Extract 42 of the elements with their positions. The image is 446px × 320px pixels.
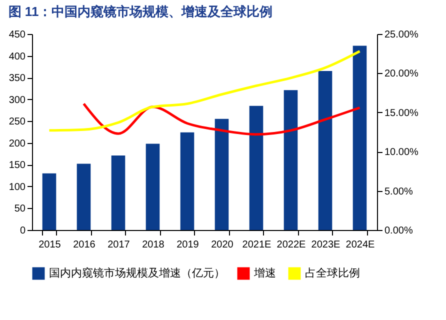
x-tick-label: 2020 <box>211 240 234 250</box>
bar <box>111 156 126 230</box>
y2-tick-label: 0.00% <box>384 226 413 236</box>
bar <box>318 71 332 230</box>
y-tick-label: 300 <box>8 94 26 106</box>
x-tick-label: 2024E <box>346 240 376 250</box>
y2-tick-label: 25.00% <box>384 30 419 40</box>
y-tick-label: 250 <box>8 116 26 128</box>
bar <box>352 46 367 230</box>
bar <box>42 173 56 230</box>
line-series <box>82 102 361 136</box>
x-tick-label: 2019 <box>176 240 200 250</box>
y2-tick-label: 20.00% <box>384 68 419 80</box>
x-tick-label: 2016 <box>73 240 96 250</box>
y-tick-label: 450 <box>8 30 26 40</box>
y-tick-label: 400 <box>8 51 26 62</box>
y-tick-label: 350 <box>8 73 26 84</box>
y-tick-label: 50 <box>14 204 26 215</box>
x-tick-label: 2022E <box>276 240 306 250</box>
x-tick-label: 2017 <box>108 240 130 250</box>
x-tick-label: 2021E <box>242 240 272 250</box>
y-tick-label: 100 <box>8 182 26 193</box>
x-tick-label: 2018 <box>142 240 165 250</box>
y2-tick-label: 10.00% <box>384 147 419 158</box>
legend-label: 国内内窥镜市场规模及增速（亿元） <box>49 266 225 280</box>
x-tick-label: 2015 <box>38 240 62 250</box>
legend-label: 占全球比例 <box>305 266 360 280</box>
bar <box>214 118 229 230</box>
x-tick-label: 2023E <box>311 240 341 250</box>
bar <box>180 132 194 230</box>
y-tick-label: 200 <box>8 138 26 150</box>
y-tick-label: 150 <box>8 160 26 172</box>
bar <box>249 106 264 230</box>
legend-label: 增速 <box>253 266 276 280</box>
y2-tick-label: 15.00% <box>384 108 419 119</box>
y2-tick-label: 5.00% <box>384 186 413 198</box>
line-series <box>48 50 361 132</box>
y-tick-label: 0 <box>20 226 26 236</box>
chart-title: 图 11：中国内窥镜市场规模、增速及全球比例 <box>8 4 273 19</box>
bar <box>146 144 160 230</box>
bar <box>76 164 91 230</box>
bar <box>284 90 298 230</box>
